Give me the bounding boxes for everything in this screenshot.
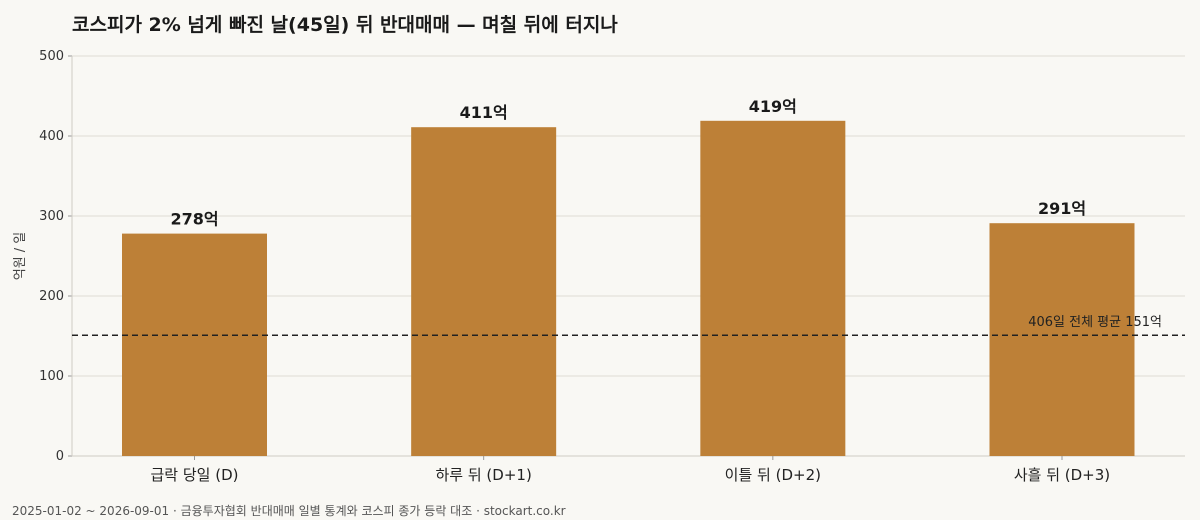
category-label-3: 사흘 뒤 (D+3) [1014,466,1110,484]
reference-line-group: 406일 전체 평균 151억 [72,315,1185,336]
y-tick-label: 100 [39,369,64,384]
chart-title: 코스피가 2% 넘게 빠진 날(45일) 뒤 반대매매 — 며칠 뒤에 터지나 [72,14,618,36]
bars [122,120,1135,457]
category-label-1: 하루 뒤 (D+1) [436,466,532,484]
y-tick-label: 200 [39,289,64,304]
y-tick-label: 500 [39,49,64,64]
data-label-2: 419억 [749,97,797,116]
y-tick-label: 300 [39,209,64,224]
y-tick-label: 400 [39,129,64,144]
category-label-2: 이틀 뒤 (D+2) [725,466,821,484]
y-tick-label: 0 [56,449,64,464]
category-label-0: 급락 당일 (D) [151,466,239,484]
average-reference-label: 406일 전체 평균 151억 [1028,315,1162,330]
y-axis-label: 억원 / 일 [13,232,28,281]
source-footnote: 2025-01-02 ~ 2026-09-01 · 금융투자협회 반대매매 일별… [12,504,566,518]
bar-0 [122,233,267,456]
data-label-0: 278억 [170,210,218,229]
bar-3 [989,223,1135,456]
data-label-3: 291억 [1038,199,1086,218]
data-label-1: 411억 [460,103,508,122]
bar-2 [700,120,846,457]
bar-1 [411,127,557,456]
